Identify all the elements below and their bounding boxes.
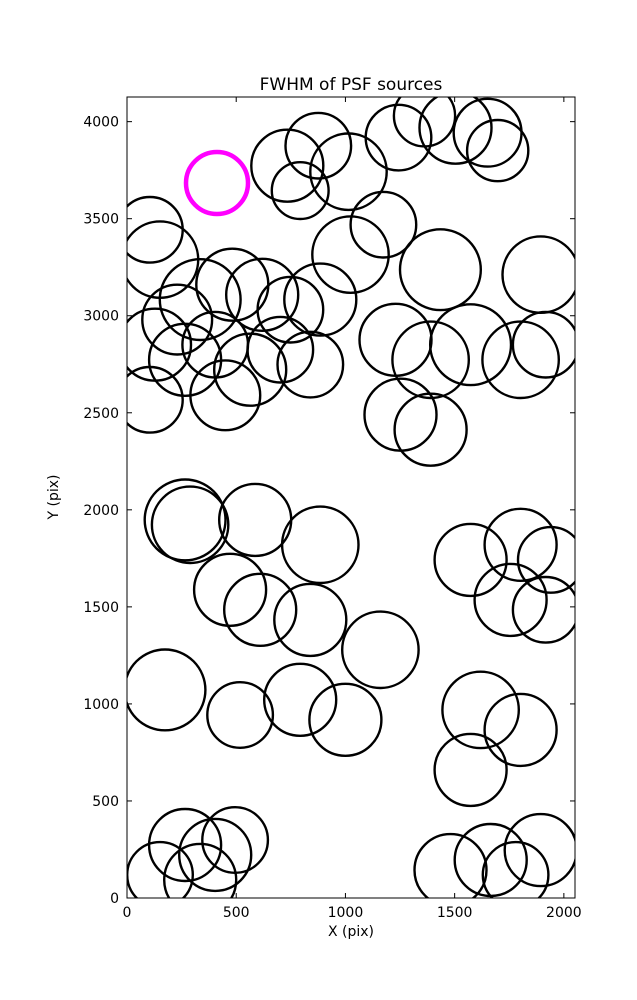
x-tick-label: 500	[223, 905, 250, 921]
psf-source-circle	[143, 478, 227, 562]
y-tick-label: 2000	[83, 503, 119, 519]
psf-source-circle	[141, 283, 214, 356]
psf-source-circle	[270, 161, 330, 221]
psf-source-circle	[283, 262, 358, 337]
psf-source-circle	[127, 648, 207, 732]
psf-source-circle	[189, 359, 262, 432]
psf-source-circle	[127, 307, 193, 382]
psf-source-circle	[481, 320, 560, 400]
y-tick-label: 500	[92, 794, 119, 810]
psf-source-circle	[393, 392, 468, 467]
psf-source-circle	[349, 190, 418, 259]
psf-source-circle	[308, 682, 383, 757]
psf-source-circle	[201, 806, 270, 875]
psf-source-circle	[453, 822, 528, 898]
x-axis-label: X (pix)	[328, 924, 374, 940]
psf-source-circle	[433, 732, 508, 808]
highlighted-psf-source-circle	[183, 149, 251, 217]
y-tick-label: 1000	[83, 697, 119, 713]
psf-source-circle	[150, 485, 230, 565]
psf-source-circle	[250, 128, 325, 203]
psf-source-circle	[501, 235, 575, 314]
psf-source-circle	[340, 610, 420, 690]
psf-source-circle	[398, 228, 483, 312]
psf-source-circle	[363, 377, 438, 452]
psf-source-circle	[263, 662, 338, 737]
psf-source-circle	[206, 681, 275, 750]
psf-source-circle	[223, 572, 298, 647]
psf-source-circle	[483, 507, 558, 582]
x-tick-label: 0	[123, 905, 132, 921]
psf-source-circle	[358, 302, 433, 377]
y-tick-label: 0	[110, 891, 119, 907]
y-axis-label: Y (pix)	[46, 475, 62, 521]
psf-source-circle	[246, 315, 315, 384]
psf-source-circle	[225, 257, 300, 332]
psf-source-circle	[273, 582, 348, 658]
psf-source-circle	[158, 258, 242, 342]
chart-title: FWHM of PSF sources	[260, 75, 443, 95]
psf-source-circle	[212, 332, 288, 407]
psf-source-circle	[256, 275, 325, 344]
psf-source-circle	[284, 111, 353, 180]
psf-source-circle	[503, 812, 575, 888]
psf-source-circle	[127, 365, 184, 434]
x-tick-label: 1500	[437, 905, 473, 921]
psf-source-circle	[364, 103, 433, 172]
x-tick-label: 2000	[546, 905, 582, 921]
psf-source-circle	[309, 132, 388, 212]
psf-source-circle	[473, 562, 548, 638]
x-tick-label: 1000	[328, 905, 364, 921]
axes-frame	[126, 96, 576, 899]
psf-source-circle	[465, 118, 530, 183]
y-tick-label: 3500	[83, 212, 119, 228]
plot-area: 0 500 1000 1500 2000 0 500 1000 1500 2000 2500 3000…	[83, 96, 582, 921]
psf-source-circle	[511, 575, 575, 644]
psf-source-circle	[481, 840, 550, 898]
psf-source-circle	[391, 320, 470, 400]
psf-source-circle	[418, 97, 493, 165]
psf-source-circle	[441, 670, 520, 750]
psf-source-circle	[276, 330, 345, 399]
psf-source-circle	[163, 842, 238, 898]
psf-source-circle	[516, 525, 575, 594]
psf-source-circle	[192, 552, 268, 627]
psf-source-circle	[280, 505, 360, 585]
psf-source-circle	[483, 692, 558, 768]
psf-source-circle	[177, 817, 253, 893]
psf-source-circle	[217, 482, 293, 558]
y-tick-label: 3000	[83, 309, 119, 325]
y-tick-label: 2500	[83, 406, 119, 422]
y-tick-label: 4000	[83, 115, 119, 131]
psf-source-circle	[429, 303, 513, 387]
psf-source-circle	[511, 310, 575, 379]
psf-source-circle	[413, 832, 488, 898]
psf-source-circle	[433, 522, 508, 598]
y-tick-label: 1500	[83, 600, 119, 616]
